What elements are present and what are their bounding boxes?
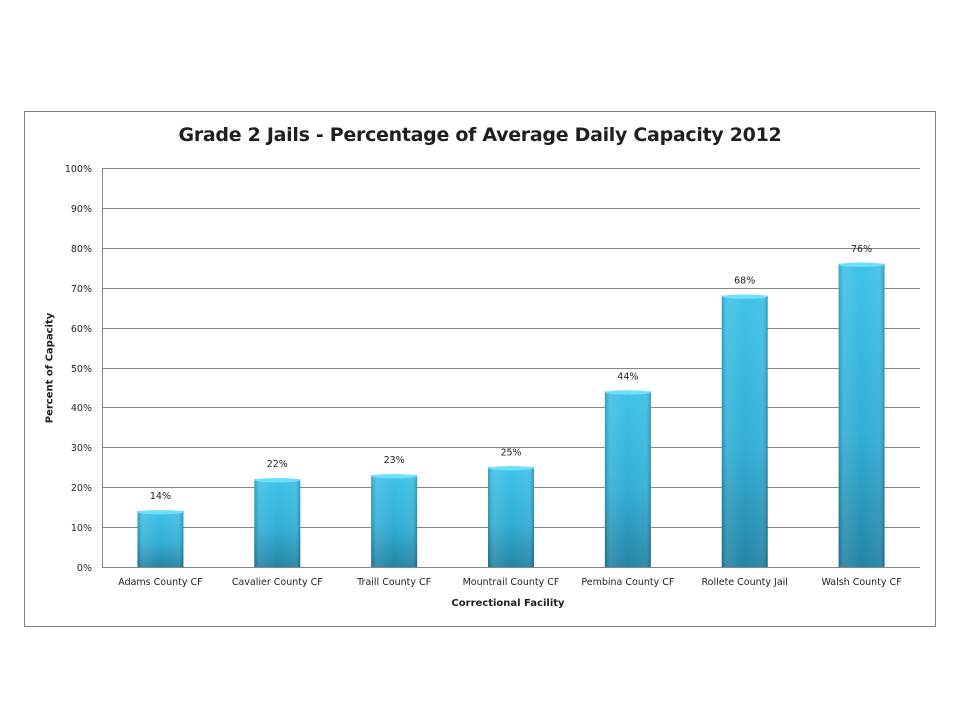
bar-top-cap [254, 478, 301, 483]
x-tick-label: Walsh County CF [821, 577, 901, 588]
y-tick-label: 10% [71, 523, 92, 534]
y-tick-label: 90% [71, 204, 92, 215]
bar-shading [254, 479, 301, 567]
x-tick-label: Mountrail County CF [463, 577, 560, 588]
data-label: 14% [150, 491, 171, 502]
bar-shading [721, 295, 768, 567]
y-tick-label: 100% [65, 164, 92, 175]
y-tick-label: 70% [71, 284, 92, 295]
bar-top-cap [604, 390, 651, 395]
chart-title: Grade 2 Jails - Percentage of Average Da… [178, 124, 782, 146]
x-tick-label: Rollete County Jail [701, 577, 787, 588]
bar [604, 390, 651, 567]
y-tick-label: 60% [71, 324, 92, 335]
bar [371, 474, 418, 567]
bar-shading [838, 263, 885, 567]
data-label: 22% [267, 459, 288, 470]
bar-shading [371, 475, 418, 567]
bar-shading [137, 511, 184, 567]
x-tick-label: Cavalier County CF [232, 577, 323, 588]
bar-top-cap [838, 262, 885, 267]
y-tick-label: 20% [71, 483, 92, 494]
bar [721, 294, 768, 567]
y-tick-label: 80% [71, 244, 92, 255]
y-axis-ticks: 0% 10% 20% 30% 40% 50% 60% 70% 80% 90% 100% [65, 164, 92, 574]
bar-shading [488, 467, 534, 567]
x-axis-title: Correctional Facility [451, 598, 565, 609]
y-tick-label: 40% [71, 403, 92, 414]
bar-top-cap [721, 294, 768, 299]
bars [137, 262, 885, 567]
x-tick-label: Traill County CF [356, 577, 431, 588]
data-label: 23% [384, 455, 405, 466]
data-label: 25% [500, 447, 521, 458]
bar-top-cap [137, 509, 184, 515]
gridlines [102, 168, 920, 568]
bar-shading [604, 391, 651, 567]
bar [488, 466, 534, 567]
x-axis-ticks: Adams County CF Cavalier County CF Traill … [118, 577, 901, 588]
bar [254, 478, 301, 567]
bar [838, 262, 885, 567]
y-tick-label: 0% [77, 563, 92, 574]
bar [137, 509, 184, 567]
data-labels: 14% 22% 23% 25% 44% 68% 76% [150, 244, 872, 502]
y-tick-label: 50% [71, 364, 92, 375]
bar-top-cap [371, 474, 418, 479]
bar-top-cap [488, 466, 534, 471]
data-label: 68% [734, 276, 755, 287]
x-tick-label: Pembina County CF [581, 577, 674, 588]
y-tick-label: 30% [71, 443, 92, 454]
data-label: 44% [617, 371, 638, 382]
x-tick-label: Adams County CF [118, 577, 202, 588]
data-label: 76% [851, 244, 872, 255]
